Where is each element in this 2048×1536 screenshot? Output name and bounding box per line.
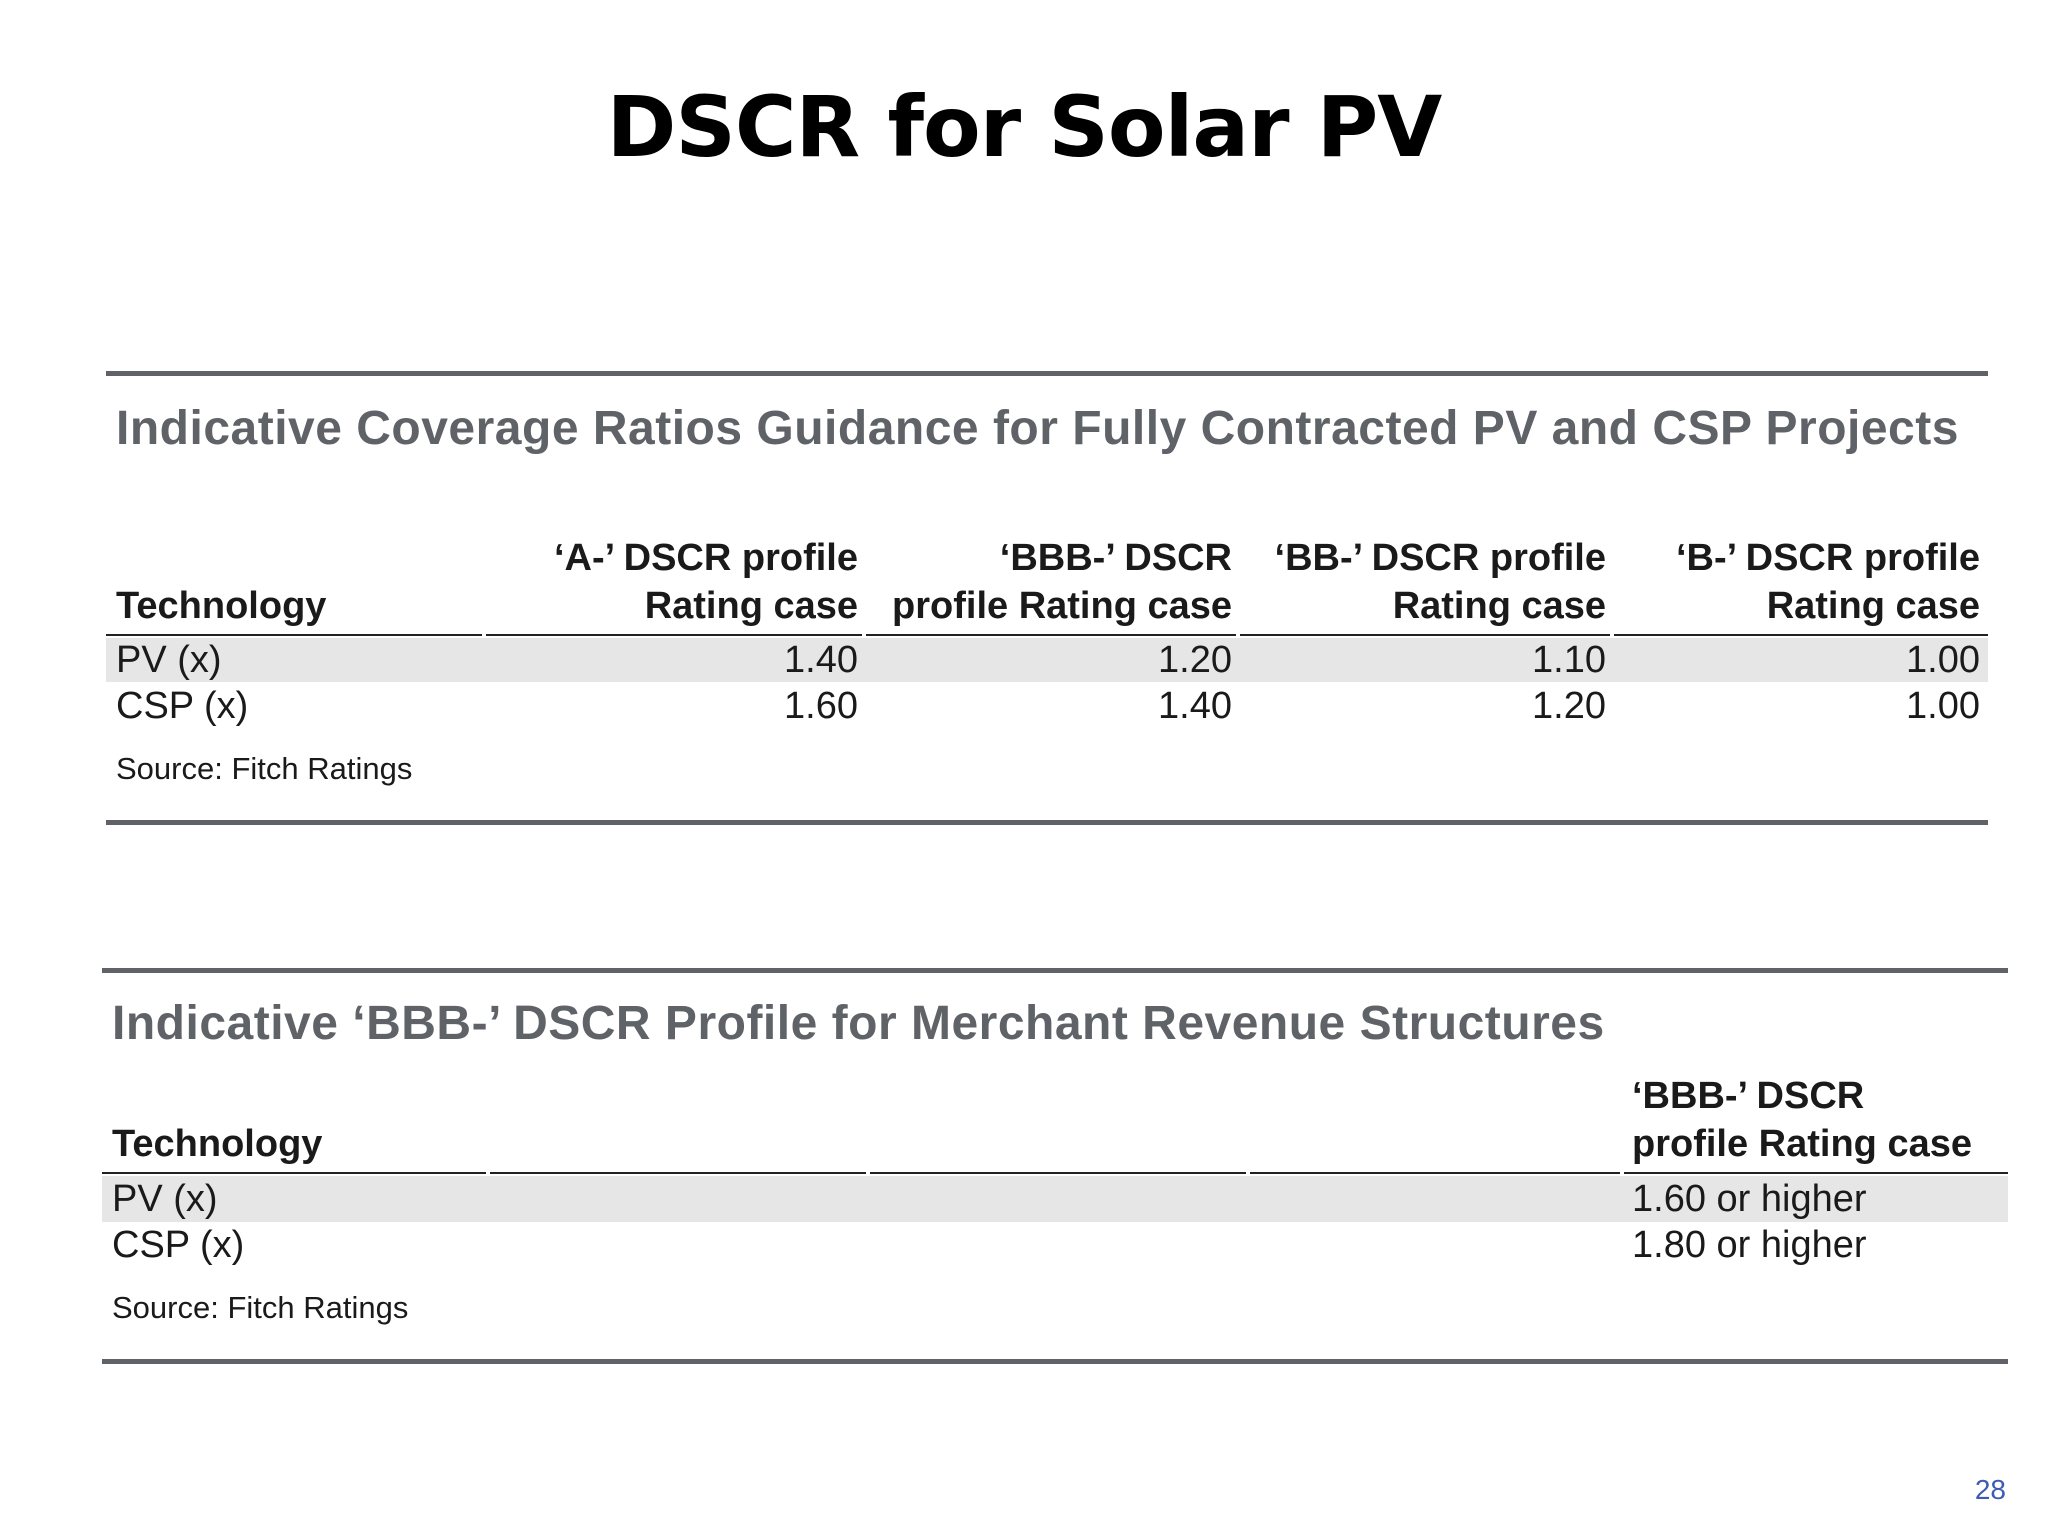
header-rule (1240, 634, 1610, 636)
header-b-line1: ‘B-’ DSCR profile (1675, 537, 1980, 579)
table-cell: 1.80 or higher (1632, 1224, 1867, 1266)
slide-title: DSCR for Solar PV (606, 78, 1443, 176)
table-cell: 1.00 (1906, 639, 1980, 681)
header-rule (1250, 1172, 1620, 1174)
exhibit-title: Indicative ‘BBB-’ DSCR Profile for Merch… (112, 997, 1605, 1050)
table-row-technology: CSP (x) (116, 685, 249, 727)
table-cell: 1.20 (1158, 639, 1232, 681)
header-bb-line1: ‘BB-’ DSCR profile (1274, 537, 1606, 579)
header-bbb-line2: profile Rating case (1632, 1123, 1972, 1165)
header-rule (102, 1172, 486, 1174)
row-band (106, 638, 1988, 682)
header-technology: Technology (112, 1123, 323, 1165)
table-cell: 1.10 (1532, 639, 1606, 681)
header-a-line1: ‘A-’ DSCR profile (553, 537, 858, 579)
header-b-line2: Rating case (1766, 585, 1980, 627)
header-rule (106, 634, 482, 636)
header-rule (490, 1172, 866, 1174)
header-bbb-line1: ‘BBB-’ DSCR (999, 537, 1232, 579)
header-rule (866, 634, 1236, 636)
header-bbb-line2: profile Rating case (892, 585, 1232, 627)
table-cell: 1.40 (1158, 685, 1232, 727)
row-band (102, 1176, 2008, 1222)
header-bb-line2: Rating case (1392, 585, 1606, 627)
table-row-technology: PV (x) (112, 1178, 218, 1220)
header-a-line2: Rating case (644, 585, 858, 627)
coverage-ratios-exhibit: Indicative Coverage Ratios Guidance for … (106, 371, 1988, 825)
table-cell: 1.00 (1906, 685, 1980, 727)
page-number: 28 (1974, 1474, 2006, 1505)
source-note: Source: Fitch Ratings (116, 751, 413, 786)
header-rule (486, 634, 862, 636)
table-cell: 1.60 or higher (1632, 1178, 1867, 1220)
header-bbb-line1: ‘BBB-’ DSCR (1632, 1075, 1865, 1117)
table-cell: 1.20 (1532, 685, 1606, 727)
header-technology: Technology (116, 585, 327, 627)
table-row-technology: PV (x) (116, 639, 222, 681)
source-note: Source: Fitch Ratings (112, 1290, 409, 1325)
header-rule (1624, 1172, 2008, 1174)
table-row-technology: CSP (x) (112, 1224, 245, 1266)
header-rule (870, 1172, 1246, 1174)
table-cell: 1.60 (784, 685, 858, 727)
exhibit-title: Indicative Coverage Ratios Guidance for … (116, 402, 1959, 455)
header-rule (1614, 634, 1988, 636)
merchant-revenue-exhibit: Indicative ‘BBB-’ DSCR Profile for Merch… (102, 968, 2008, 1364)
table-cell: 1.40 (784, 639, 858, 681)
